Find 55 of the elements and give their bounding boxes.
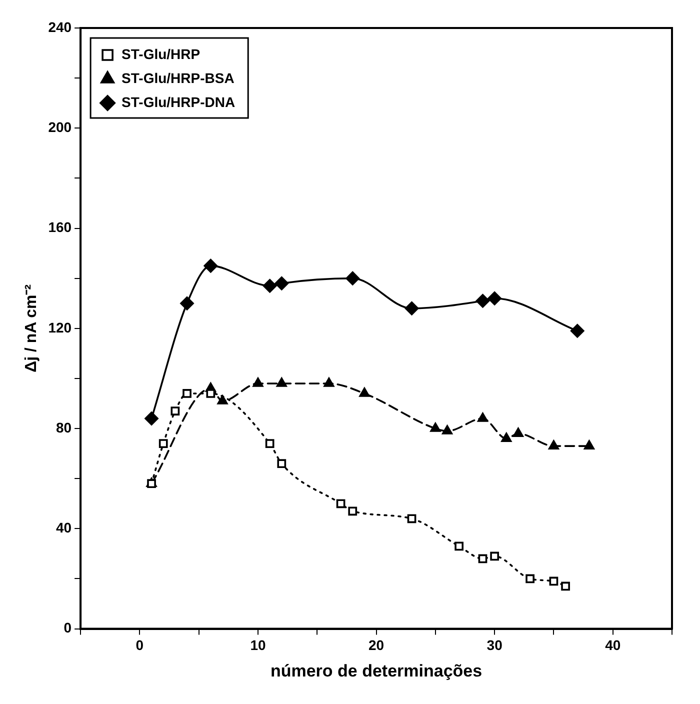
point: [180, 296, 194, 310]
point: [478, 554, 488, 564]
point: [548, 440, 559, 450]
point: [407, 514, 416, 524]
point: [570, 324, 584, 338]
y-tick-label: 160: [48, 219, 72, 236]
point: [512, 428, 524, 437]
y-tick-label: 80: [56, 419, 72, 436]
point: [277, 459, 286, 468]
point: [336, 499, 346, 508]
point: [274, 276, 289, 290]
legend-label: ST-Glu/HRP: [122, 46, 200, 62]
point: [276, 378, 287, 387]
point: [561, 582, 570, 591]
point: [144, 412, 158, 426]
x-axis-title: número de determinações: [270, 661, 482, 680]
point: [217, 395, 228, 404]
point: [404, 301, 419, 316]
point: [204, 258, 218, 273]
y-tick-label: 120: [48, 319, 72, 336]
y-tick-label: 40: [56, 520, 72, 536]
y-tick-label: 200: [48, 118, 72, 135]
y-tick-label: 0: [64, 620, 72, 636]
point: [265, 439, 274, 448]
point: [359, 388, 370, 397]
x-tick-label: 10: [250, 637, 266, 654]
point: [158, 439, 168, 448]
point: [170, 406, 180, 416]
point: [584, 440, 594, 450]
point: [182, 389, 192, 398]
point: [490, 552, 500, 561]
point: [206, 389, 216, 398]
y-axis-title: Δj / nA cm⁻²: [23, 284, 40, 372]
point: [501, 432, 512, 442]
point: [488, 291, 502, 306]
x-tick-label: 30: [486, 637, 503, 654]
x-tick-label: 20: [368, 637, 384, 654]
point: [147, 479, 156, 488]
x-tick-label: 40: [605, 637, 621, 654]
x-tick-label: 0: [136, 637, 144, 654]
y-tick-label: 240: [48, 18, 72, 35]
legend-label: ST-Glu/HRP-BSA: [122, 70, 234, 86]
point: [476, 294, 490, 308]
point: [442, 425, 452, 434]
point: [324, 378, 334, 387]
point: [346, 271, 360, 286]
point: [262, 278, 277, 293]
point: [549, 576, 558, 586]
point: [478, 412, 488, 422]
point: [252, 378, 264, 387]
point: [348, 506, 358, 516]
point: [454, 542, 464, 551]
legend-label: ST-Glu/HRP-DNA: [122, 94, 236, 110]
point: [430, 422, 441, 432]
point: [526, 574, 534, 584]
